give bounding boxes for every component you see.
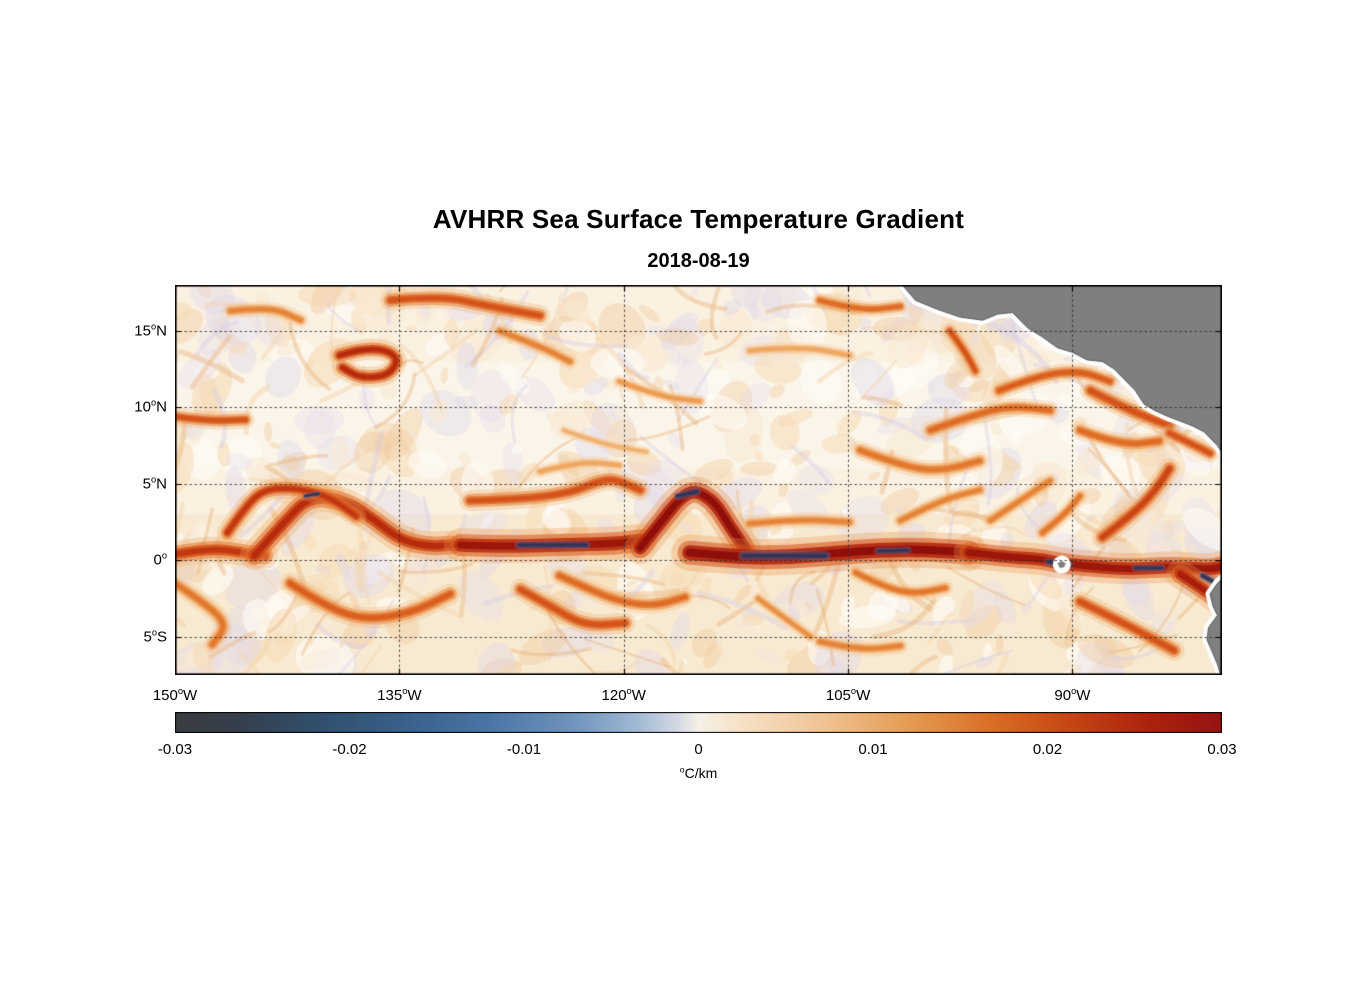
sst-gradient-heatmap: [175, 285, 1222, 675]
x-tick-label: 150oW: [152, 686, 198, 704]
colorbar-tick-label: -0.01: [506, 741, 542, 758]
colorbar: [175, 712, 1222, 734]
x-tick-label: 105oW: [825, 686, 871, 704]
colorbar-tick-label: -0.02: [332, 741, 367, 758]
colorbar-unit-label: oC/km: [679, 764, 718, 781]
y-tick-label: 0o: [153, 550, 167, 569]
colorbar-tick-label: -0.03: [157, 741, 193, 758]
colorbar-tick-label: 0: [694, 741, 703, 758]
y-tick-label: 5oN: [142, 474, 167, 493]
colorbar-tick-label: 0.02: [1032, 741, 1063, 758]
colorbar-gradient: [175, 712, 1222, 733]
x-tick-label: 90oW: [1054, 686, 1091, 704]
chart-title: AVHRR Sea Surface Temperature Gradient: [432, 204, 965, 234]
x-tick-label: 120oW: [601, 686, 646, 704]
colorbar-tick-label: 0.01: [858, 741, 888, 758]
x-tick-label: 135oW: [377, 686, 422, 704]
y-tick-label: 5oS: [143, 627, 167, 646]
y-tick-label: 10oN: [134, 397, 167, 416]
colorbar-tick-label: 0.03: [1207, 741, 1237, 758]
map-plot-area: [175, 285, 1222, 675]
chart-subtitle: 2018-08-19: [647, 250, 750, 272]
y-tick-label: 15oN: [134, 321, 167, 340]
